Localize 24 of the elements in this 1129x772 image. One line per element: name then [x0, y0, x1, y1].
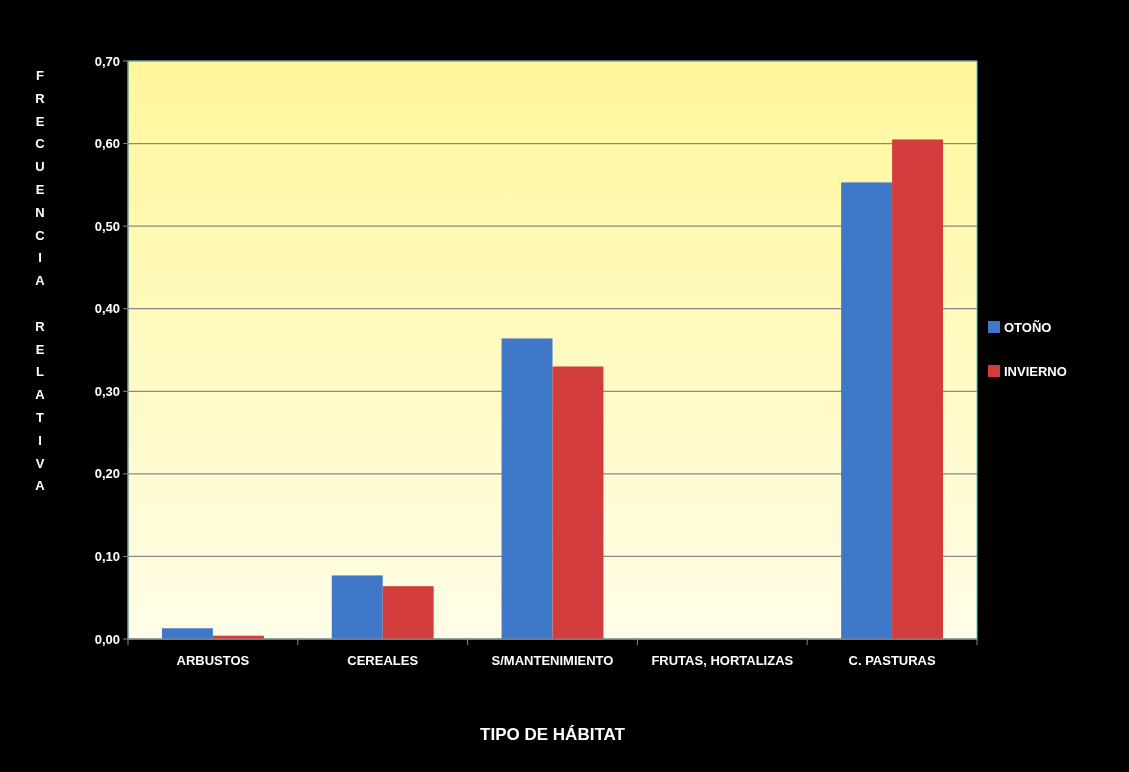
x-tick-label: C. PASTURAS — [848, 653, 936, 668]
bar — [552, 366, 604, 639]
bar — [382, 586, 434, 639]
legend-label: INVIERNO — [1004, 363, 1067, 379]
legend-label: OTOÑO — [1004, 319, 1052, 335]
y-tick-label: 0,20 — [94, 466, 120, 482]
x-tick-label: ARBUSTOS — [176, 653, 250, 668]
y-tick-label: 0,10 — [94, 548, 120, 564]
y-tick-label: 0,00 — [94, 631, 120, 647]
bar — [161, 628, 213, 639]
y-tick-label: 0,60 — [94, 136, 120, 152]
y-tick-label: 0,30 — [94, 383, 120, 399]
y-tick-label: 0,40 — [94, 301, 120, 317]
x-tick-label: FRUTAS, HORTALIZAS — [651, 653, 794, 668]
x-tick-label: S/MANTENIMIENTO — [491, 653, 614, 668]
text: FRECUENCIA RELATIVA — [35, 68, 45, 494]
bar — [501, 338, 553, 639]
bar — [841, 182, 893, 639]
bar — [331, 575, 383, 639]
y-tick-label: 0,50 — [94, 218, 120, 234]
x-tick-label: CEREALES — [347, 653, 419, 668]
bar — [892, 139, 944, 639]
y-tick-label: 0,70 — [94, 53, 120, 69]
x-axis-title: TIPO DE HÁBITAT — [480, 725, 626, 744]
